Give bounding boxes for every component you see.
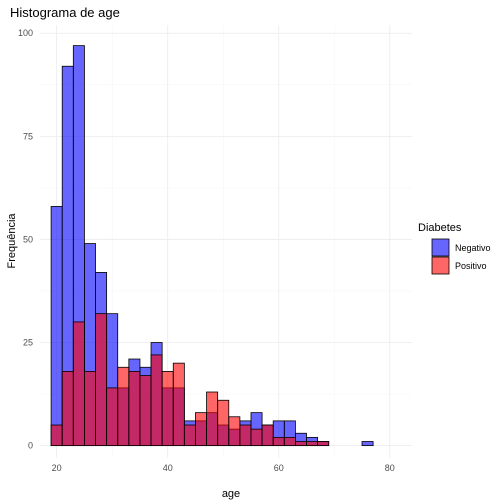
y-tick-label: 75: [23, 131, 33, 141]
bar-positivo: [139, 375, 152, 447]
bar-positivo: [161, 370, 174, 447]
bar-positivo: [239, 424, 252, 447]
x-axis-ticks: 20 40 60 80: [52, 463, 395, 473]
legend: Diabetes Negativo Positivo: [418, 222, 491, 275]
x-tick-label: 20: [52, 463, 62, 473]
bar-positivo: [61, 370, 74, 447]
y-tick-label: 25: [23, 338, 33, 348]
y-tick-label: 100: [18, 28, 33, 38]
y-axis-ticks: 0 25 50 75 100: [18, 28, 33, 450]
bar-positivo: [283, 436, 296, 447]
legend-title: Diabetes: [418, 222, 462, 234]
bar-negativo: [361, 441, 374, 447]
y-tick-label: 0: [28, 441, 33, 451]
x-tick-label: 80: [385, 463, 395, 473]
x-axis-title: age: [222, 488, 240, 500]
bar-positivo: [50, 424, 63, 447]
bar-positivo: [95, 313, 108, 447]
bar-positivo: [228, 416, 241, 447]
bar-positivo: [84, 370, 96, 447]
bar-positivo: [183, 424, 196, 447]
x-tick-label: 60: [274, 463, 284, 473]
bar-positivo: [172, 362, 185, 447]
bar-positivo: [250, 428, 263, 447]
bar-negativo: [50, 206, 63, 447]
bar-positivo: [306, 441, 319, 447]
bar-positivo: [195, 412, 207, 447]
y-tick-label: 50: [23, 234, 33, 244]
chart-title: Histograma de age: [10, 5, 120, 20]
bar-positivo: [261, 424, 274, 447]
legend-label-negativo: Negativo: [455, 243, 491, 253]
bar-positivo: [272, 436, 285, 447]
x-tick-label: 40: [163, 463, 173, 473]
legend-label-positivo: Positivo: [455, 261, 487, 271]
bar-positivo: [106, 387, 119, 447]
legend-key-positivo: [431, 256, 450, 275]
bar-positivo: [295, 441, 307, 447]
bar-positivo: [117, 366, 130, 447]
histogram-bars: [50, 45, 374, 447]
bar-positivo: [217, 399, 230, 447]
bar-positivo: [317, 441, 330, 447]
bar-positivo: [206, 391, 219, 447]
y-axis-title: Frequência: [6, 213, 18, 269]
bar-positivo: [72, 321, 85, 447]
bar-positivo: [128, 370, 141, 447]
bar-positivo: [150, 354, 163, 447]
legend-key-negativo: [431, 238, 450, 257]
